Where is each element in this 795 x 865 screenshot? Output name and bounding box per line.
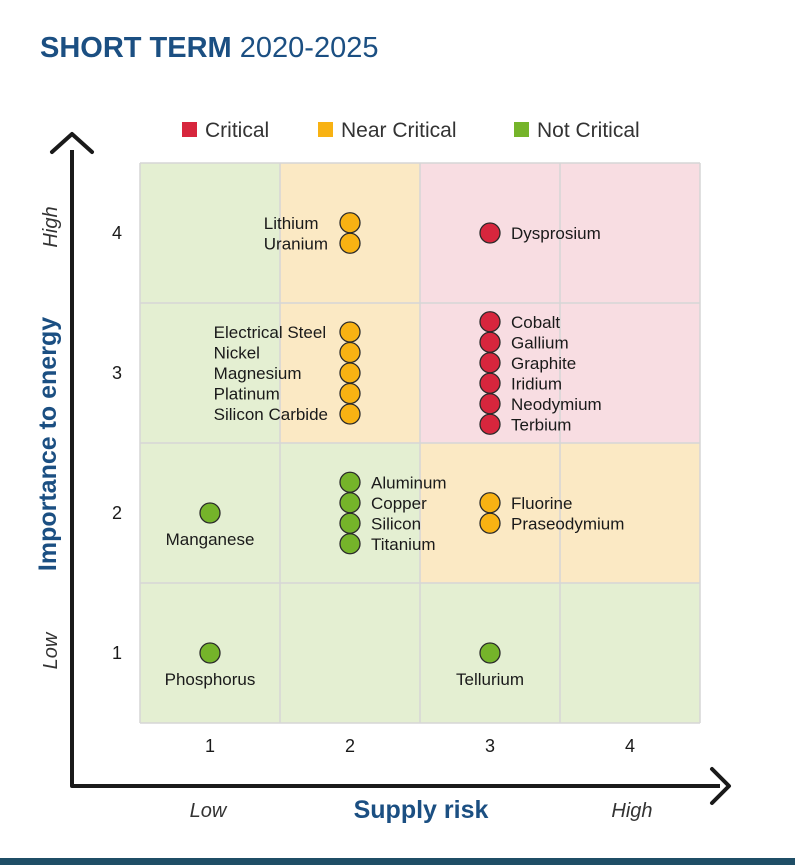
label-magnesium: Magnesium: [214, 364, 302, 383]
marker-fluorine: [479, 492, 501, 514]
marker-aluminum: [339, 471, 361, 493]
label-gallium: Gallium: [511, 333, 569, 352]
x-tick-label-1: 1: [205, 736, 215, 756]
label-aluminum: Aluminum: [371, 473, 447, 492]
y-tick-label-2: 2: [112, 503, 122, 523]
marker-uranium: [339, 232, 361, 254]
marker-copper: [339, 492, 361, 514]
marker-platinum: [339, 382, 361, 405]
marker-dysprosium: [479, 222, 501, 244]
y-tick-label-4: 4: [112, 223, 122, 243]
x-axis-low-label: Low: [190, 800, 228, 822]
label-graphite: Graphite: [511, 354, 576, 373]
marker-terbium: [479, 413, 501, 435]
y-axis-arrowhead: [50, 132, 94, 154]
label-titanium: Titanium: [371, 535, 436, 554]
matrix-cell-2-1: [280, 583, 420, 723]
x-axis-high-label: High: [611, 800, 652, 822]
marker-lithium: [339, 212, 361, 234]
axis-lines: [70, 150, 720, 788]
label-platinum: Platinum: [214, 385, 280, 404]
marker-silicon-carbide: [339, 403, 361, 425]
marker-cobalt: [479, 311, 501, 333]
label-cobalt: Cobalt: [511, 313, 560, 332]
matrix-cell-4-1: [560, 583, 700, 723]
x-axis-arrowhead: [710, 767, 731, 805]
label-phosphorus: Phosphorus: [165, 670, 256, 689]
matrix-cell-1-4: [140, 163, 280, 303]
matrix-cell-4-2: [560, 443, 700, 583]
legend-label-not-critical: Not Critical: [537, 119, 640, 142]
legend-swatch-critical: [182, 122, 197, 137]
x-tick-label-3: 3: [485, 736, 495, 756]
marker-nickel: [339, 341, 361, 364]
label-fluorine: Fluorine: [511, 494, 572, 513]
label-silicon-carbide: Silicon Carbide: [214, 405, 328, 424]
marker-iridium: [479, 372, 501, 394]
label-tellurium: Tellurium: [456, 670, 524, 689]
label-dysprosium: Dysprosium: [511, 224, 601, 243]
y-axis-high-label: High: [40, 206, 62, 247]
y-tick-label-1: 1: [112, 643, 122, 663]
label-uranium: Uranium: [264, 234, 328, 253]
marker-silicon: [339, 512, 361, 534]
label-silicon: Silicon: [371, 514, 421, 533]
marker-neodymium: [479, 393, 501, 415]
label-copper: Copper: [371, 494, 427, 513]
legend-label-near-critical: Near Critical: [341, 119, 457, 142]
marker-titanium: [339, 533, 361, 555]
x-tick-label-4: 4: [625, 736, 635, 756]
legend-swatch-not-critical: [514, 122, 529, 137]
label-terbium: Terbium: [511, 415, 571, 434]
label-lithium: Lithium: [264, 214, 319, 233]
x-tick-label-2: 2: [345, 736, 355, 756]
matrix-cell-1-3: [140, 303, 280, 443]
footer-bar: [0, 858, 795, 865]
y-axis-title: Importance to energy: [34, 317, 62, 571]
label-manganese: Manganese: [166, 530, 255, 549]
marker-electrical-steel: [339, 321, 361, 343]
marker-graphite: [479, 352, 501, 374]
page-title-years: 2020-2025: [239, 32, 379, 64]
y-tick-label-3: 3: [112, 363, 122, 383]
label-nickel: Nickel: [214, 344, 260, 363]
page-title-bold: SHORT TERM: [40, 32, 232, 64]
marker-gallium: [479, 331, 501, 353]
label-neodymium: Neodymium: [511, 395, 602, 414]
marker-praseodymium: [479, 512, 501, 534]
marker-magnesium: [339, 362, 361, 384]
label-iridium: Iridium: [511, 374, 562, 393]
y-axis-low-label: Low: [40, 631, 62, 669]
matrix-cell-4-4: [560, 163, 700, 303]
marker-phosphorus: [199, 642, 221, 664]
marker-manganese: [199, 502, 221, 524]
page-title: SHORT TERM 2020-2025: [40, 30, 378, 66]
legend-swatch-near-critical: [318, 122, 333, 137]
label-praseodymium: Praseodymium: [511, 514, 624, 533]
legend-label-critical: Critical: [205, 119, 269, 142]
x-axis-title: Supply risk: [354, 796, 489, 824]
matrix-cell-4-3: [560, 303, 700, 443]
marker-tellurium: [479, 642, 501, 664]
label-electrical-steel: Electrical Steel: [214, 323, 326, 342]
